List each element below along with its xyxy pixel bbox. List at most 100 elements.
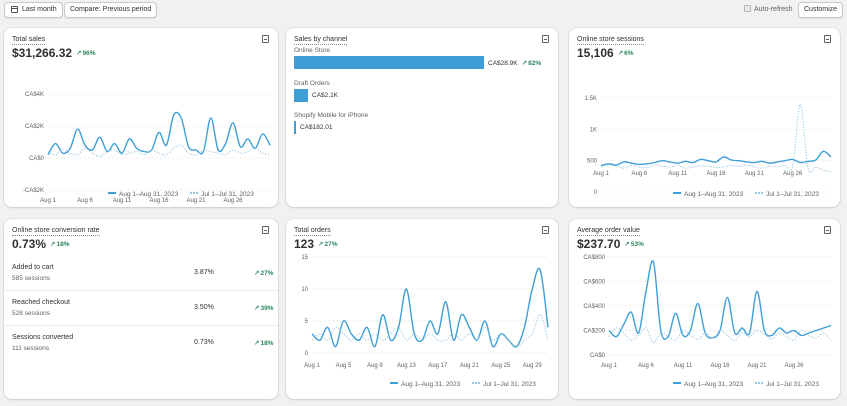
x-tick-label: Aug 1 — [593, 171, 609, 177]
card-value: 0.73%18% — [12, 237, 70, 251]
legend-previous: Jul 1–Jul 31, 2023 — [472, 381, 536, 388]
date-range-label: Last month — [22, 6, 57, 13]
report-icon[interactable] — [542, 226, 549, 234]
channel-value: CA$28.9K 82% — [488, 59, 541, 67]
legend-swatch-solid — [673, 382, 681, 384]
aov-value: $237.70 — [577, 237, 621, 251]
legend-current: Aug 1–Aug 31, 2023 — [390, 381, 460, 388]
funnel-label: Reached checkout — [12, 299, 70, 306]
y-tick-label: CA$200 — [583, 329, 605, 335]
report-icon[interactable] — [542, 35, 549, 43]
x-tick-label: Aug 16 — [710, 363, 730, 369]
legend-previous: Jul 1–Jul 31, 2023 — [755, 191, 819, 198]
calendar-icon — [11, 6, 18, 13]
series-line-current — [608, 260, 832, 341]
x-tick-label: Aug 21 — [745, 171, 765, 177]
x-tick-label: Aug 16 — [706, 171, 726, 177]
card-title[interactable]: Online store conversion rate — [12, 227, 100, 236]
series-line-previous — [311, 314, 549, 348]
date-range-button[interactable]: Last month — [4, 2, 63, 18]
delta-badge: 27% — [318, 241, 337, 248]
channel-bar[interactable] — [294, 121, 296, 134]
x-tick-label: Aug 1 — [601, 363, 617, 369]
legend-swatch-solid — [108, 192, 116, 194]
funnel-sessions: 585 sessions — [12, 275, 50, 282]
x-tick-label: Aug 1 — [40, 198, 56, 204]
series-line-current — [47, 111, 271, 156]
total-sales-card: Total sales $31,266.3296% CA$4K CA$2K CA$0… — [4, 28, 278, 207]
legend-current: Aug 1–Aug 31, 2023 — [673, 381, 743, 388]
y-tick-label: 15 — [301, 255, 308, 261]
x-tick-label: Aug 26 — [784, 363, 804, 369]
x-tick-label: Aug 11 — [674, 363, 693, 369]
conversion-value: 0.73% — [12, 237, 47, 251]
report-icon[interactable] — [824, 35, 831, 43]
chart-legend: Aug 1–Aug 31, 2023 Jul 1–Jul 31, 2023 — [673, 191, 829, 198]
funnel-label: Added to cart — [12, 264, 54, 271]
card-title[interactable]: Total orders — [294, 227, 331, 236]
delta-badge: 6% — [618, 50, 634, 57]
x-tick-label: Aug 6 — [638, 363, 654, 369]
y-tick-label: 1K — [590, 127, 597, 133]
report-icon[interactable] — [262, 35, 269, 43]
channel-value: CA$2.1K — [312, 92, 338, 99]
y-tick-label: 500 — [587, 159, 598, 165]
legend-previous-label: Jul 1–Jul 31, 2023 — [766, 191, 819, 198]
x-tick-label: Aug 9 — [367, 363, 383, 369]
x-tick-label: Aug 17 — [428, 363, 448, 369]
card-title[interactable]: Total sales — [12, 36, 46, 45]
delta-badge: 18% — [50, 241, 69, 248]
funnel-percent: 3.87% — [194, 269, 214, 276]
delta-badge: 96% — [76, 50, 95, 57]
legend-current-label: Aug 1–Aug 31, 2023 — [684, 381, 744, 388]
legend-previous-label: Jul 1–Jul 31, 2023 — [483, 381, 536, 388]
auto-refresh-label: Auto-refresh — [754, 6, 793, 13]
total-orders-card: Total orders 12327% 15 10 5 0 Aug 1 Aug 5 Aug … — [286, 219, 558, 399]
y-tick-label: CA$600 — [583, 280, 605, 286]
legend-swatch-dotted — [755, 192, 764, 194]
y-tick-label: -CA$2K — [23, 188, 44, 194]
y-tick-label: CA$0 — [29, 156, 45, 162]
series-line-current — [600, 150, 832, 167]
y-tick-label: CA$2K — [25, 124, 44, 130]
x-tick-label: Aug 13 — [397, 363, 417, 369]
y-tick-label: 0 — [594, 190, 598, 196]
y-tick-label: 1.5K — [585, 96, 597, 102]
total-orders-value: 123 — [294, 237, 315, 251]
conversion-rate-card: Online store conversion rate 0.73%18% Ad… — [4, 219, 278, 399]
card-title[interactable]: Sales by channel — [294, 36, 348, 45]
checkbox-icon[interactable] — [744, 5, 751, 12]
funnel-row: Reached checkout 528 sessions 3.50% 39% — [4, 291, 278, 326]
channel-label: Draft Orders — [294, 80, 330, 87]
delta-badge: 39% — [254, 304, 273, 312]
legend-swatch-solid — [673, 192, 681, 194]
delta-badge: 27% — [254, 269, 273, 277]
x-tick-label: Aug 5 — [336, 363, 352, 369]
legend-previous: Jul 1–Jul 31, 2023 — [190, 191, 254, 198]
y-tick-label: CA$4K — [25, 92, 44, 98]
x-tick-label: Aug 26 — [223, 198, 243, 204]
funnel-row: Sessions converted 111 sessions 0.73% 18… — [4, 326, 278, 361]
customize-button[interactable]: Customize — [798, 2, 844, 18]
x-tick-label: Aug 16 — [149, 198, 169, 204]
chart-legend: Aug 1–Aug 31, 2023 Jul 1–Jul 31, 2023 — [673, 381, 829, 388]
channel-amount: CA$28.9K — [488, 60, 518, 67]
chart-legend: Aug 1–Aug 31, 2023 Jul 1–Jul 31, 2023 — [108, 191, 264, 198]
channel-bar[interactable] — [294, 56, 484, 69]
report-icon[interactable] — [824, 226, 831, 234]
card-title[interactable]: Online store sessions — [577, 36, 644, 45]
channel-bar[interactable] — [294, 89, 308, 102]
x-tick-label: Aug 6 — [77, 198, 93, 204]
funnel-sessions: 528 sessions — [12, 310, 50, 317]
card-title[interactable]: Average order value — [577, 227, 640, 236]
x-tick-label: Aug 1 — [304, 363, 320, 369]
x-tick-label: Aug 21 — [460, 363, 480, 369]
delta-badge: 18% — [254, 339, 273, 347]
funnel-percent: 3.50% — [194, 304, 214, 311]
legend-previous: Jul 1–Jul 31, 2023 — [755, 381, 819, 388]
channel-label: Online Store — [294, 47, 331, 54]
legend-swatch-dotted — [190, 192, 199, 194]
auto-refresh-toggle[interactable]: Auto-refresh — [744, 5, 793, 13]
compare-button[interactable]: Compare: Previous period — [64, 2, 158, 18]
report-icon[interactable] — [262, 226, 269, 234]
